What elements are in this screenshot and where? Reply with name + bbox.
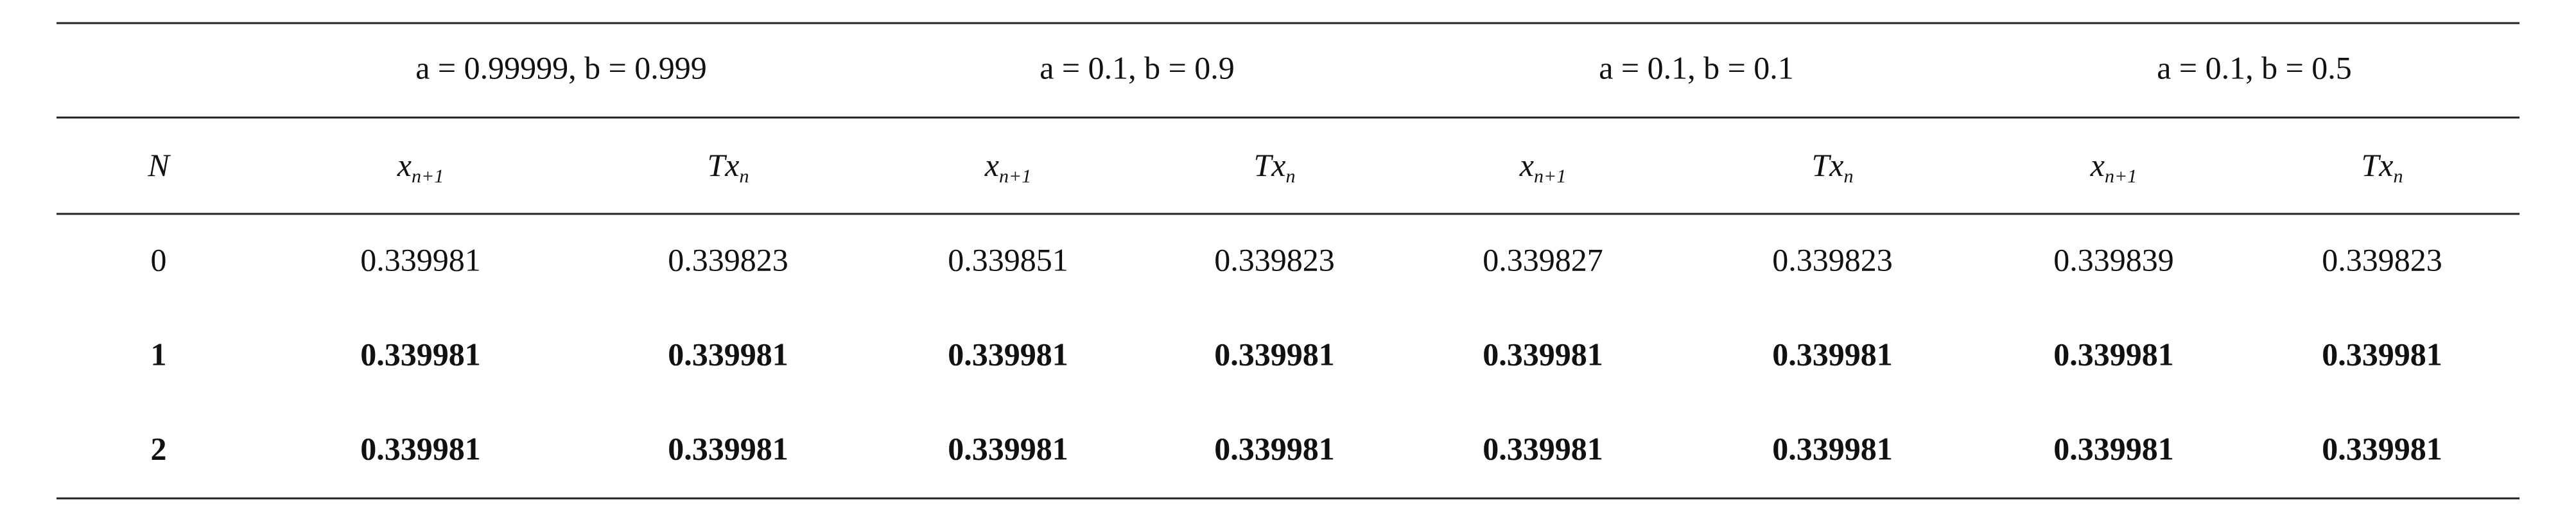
cell: 0.339981 [1214,336,1335,372]
column-header: Txn [2362,147,2403,186]
column-header-sub: n+1 [2105,166,2137,187]
column-header-base: x [2090,147,2105,183]
cell: 0.339981 [948,336,1068,372]
column-header-base: N [147,147,171,183]
column-header: xn+1 [397,147,444,186]
cell: 2 [151,430,167,466]
cell: 0.339981 [2322,336,2442,372]
column-header-base: Tx [708,147,740,183]
column-header-base: x [397,147,412,183]
column-header: xn+1 [984,147,1031,186]
cell: 0.339981 [668,336,788,372]
column-header-sub: n [740,166,749,187]
cell: 0 [151,241,167,277]
column-header-base: Tx [1254,147,1286,183]
cell: 0.339851 [948,241,1068,277]
column-header-sub: n+1 [412,166,444,187]
column-header: xn+1 [2090,147,2137,186]
cell: 0.339823 [668,241,788,277]
group-header: a = 0.1, b = 0.1 [1599,49,1794,85]
column-header: xn+1 [1519,147,1566,186]
cell: 0.339981 [360,430,481,466]
group-header: a = 0.1, b = 0.5 [2157,49,2352,85]
column-header: Txn [1254,147,1296,186]
cell: 0.339981 [360,336,481,372]
cell: 0.339981 [1483,430,1603,466]
column-header: N [147,147,171,183]
cell: 0.339823 [1772,241,1893,277]
group-header: a = 0.99999, b = 0.999 [415,49,707,85]
cell: 0.339827 [1483,241,1603,277]
cell: 0.339981 [2322,430,2442,466]
group-header: a = 0.1, b = 0.9 [1040,49,1235,85]
column-header: Txn [1812,147,1854,186]
cell: 0.339981 [668,430,788,466]
column-header-sub: n [2394,166,2403,187]
cell: 0.339981 [2053,430,2174,466]
column-header-sub: n+1 [1534,166,1566,187]
column-header-sub: n [1286,166,1296,187]
column-header-base: Tx [2362,147,2394,183]
cell: 0.339823 [1214,241,1335,277]
cell: 0.339981 [1772,336,1893,372]
cell: 0.339981 [360,241,481,277]
cell: 0.339981 [2053,336,2174,372]
column-header-base: x [1519,147,1534,183]
cell: 0.339981 [1772,430,1893,466]
cell: 0.339981 [948,430,1068,466]
cell: 1 [151,336,167,372]
cell: 0.339981 [1483,336,1603,372]
cell: 0.339981 [1214,430,1335,466]
column-header-sub: n+1 [999,166,1031,187]
column-header-base: Tx [1812,147,1844,183]
cell: 0.339839 [2053,241,2174,277]
column-header-sub: n [1844,166,1854,187]
cell: 0.339823 [2322,241,2442,277]
column-header: Txn [708,147,749,186]
column-header-base: x [984,147,999,183]
